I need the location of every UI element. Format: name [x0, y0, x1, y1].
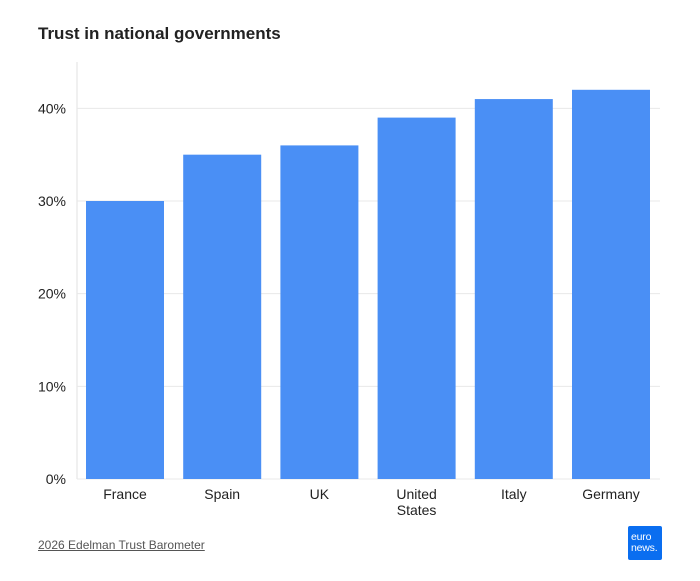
y-tick-label: 40%: [38, 100, 66, 116]
chart-title: Trust in national governments: [38, 24, 281, 43]
bar[interactable]: [86, 201, 164, 479]
x-category-label: United States: [396, 486, 436, 518]
logo-text-line1: euro: [631, 531, 652, 543]
x-category-label: Spain: [204, 486, 240, 502]
bar[interactable]: [474, 99, 553, 480]
bar[interactable]: [280, 145, 359, 479]
y-tick-label: 30%: [38, 193, 66, 209]
source-link[interactable]: 2026 Edelman Trust Barometer: [38, 538, 205, 552]
euronews-logo[interactable]: euro news.: [628, 526, 662, 560]
y-tick-label: 20%: [38, 286, 66, 302]
bar[interactable]: [572, 89, 650, 480]
bar[interactable]: [183, 154, 262, 479]
x-category-label: Germany: [582, 486, 640, 502]
x-category-label: Italy: [501, 486, 527, 502]
logo-text-line2: news.: [631, 542, 658, 554]
y-tick-label: 0%: [46, 471, 66, 487]
bar[interactable]: [377, 117, 456, 479]
x-category-label: UK: [310, 486, 330, 502]
y-tick-label: 10%: [38, 378, 66, 394]
x-category-label: France: [103, 486, 147, 502]
